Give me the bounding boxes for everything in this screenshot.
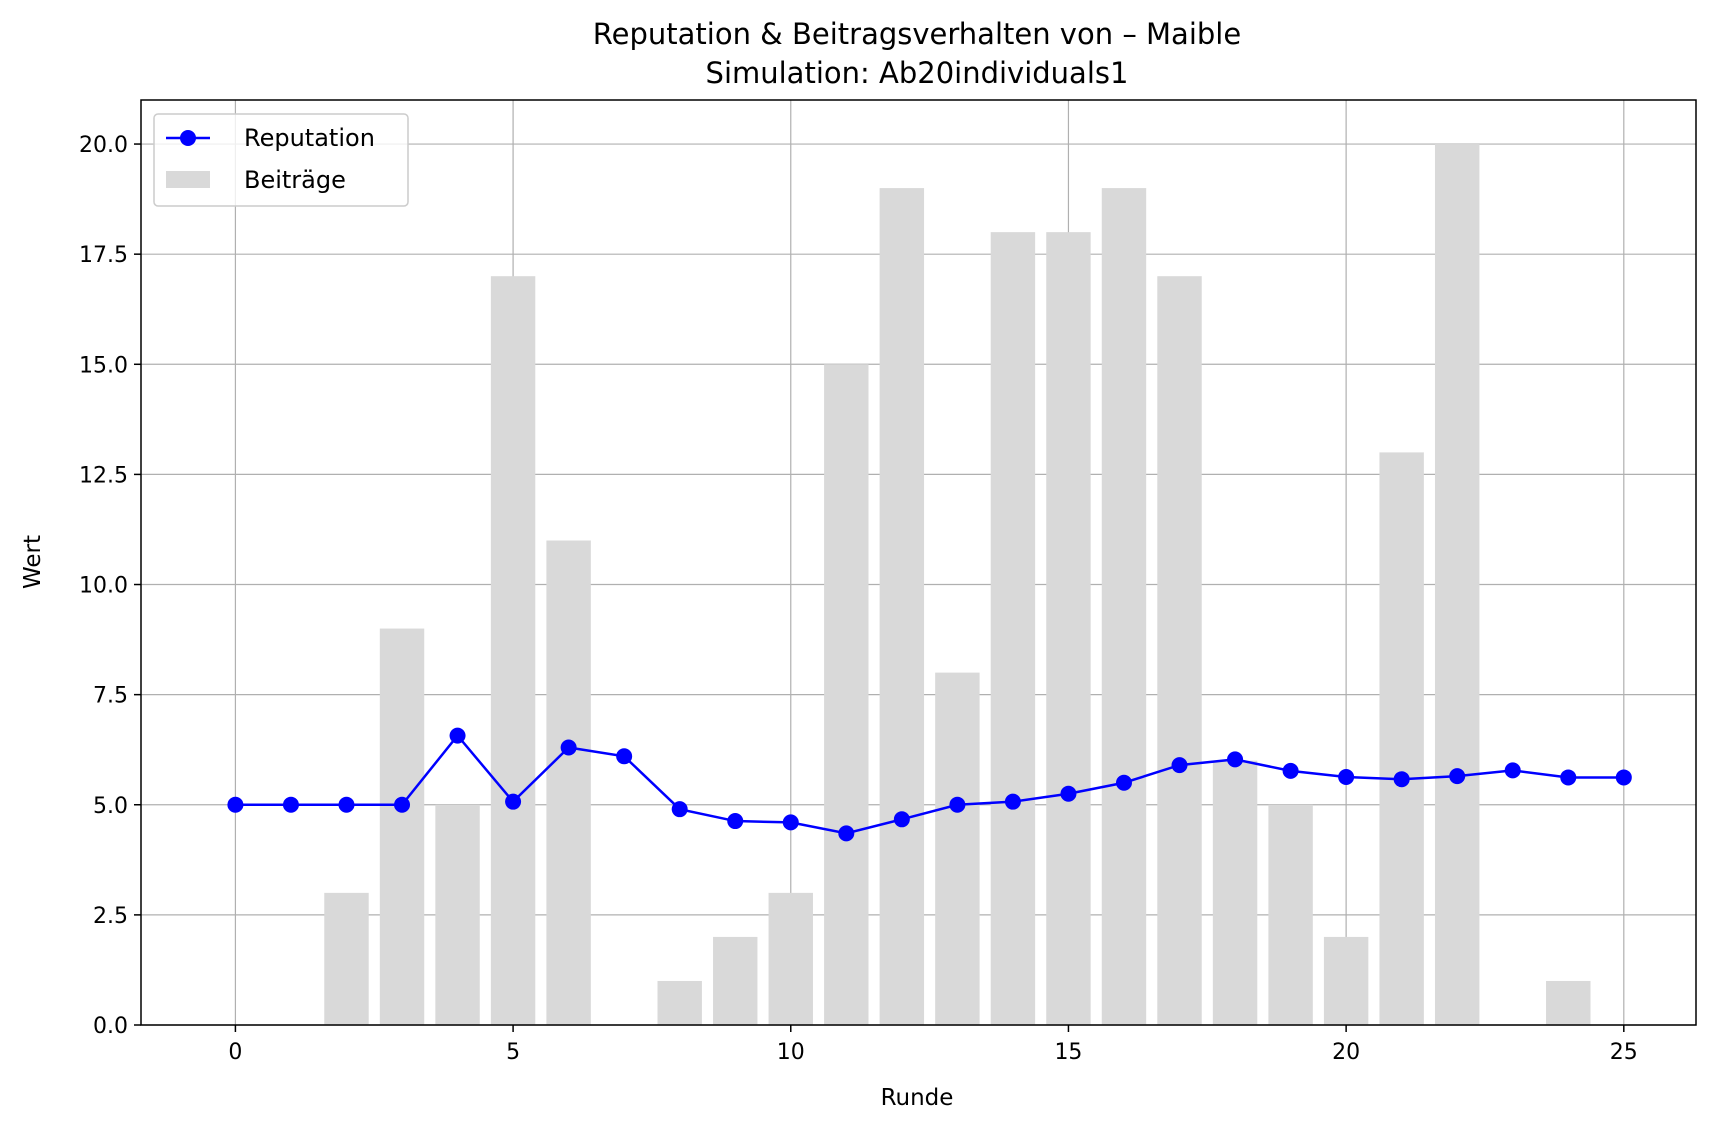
reputation-point	[1449, 768, 1466, 785]
reputation-point	[1338, 769, 1355, 786]
tick-labels: 0 5 10 15 20 25 0.0 2.5 5.0 7.5 10.0 12.5 15.0 17.5 20…	[79, 133, 1638, 1065]
bar	[1046, 232, 1091, 1026]
reputation-point	[671, 801, 688, 818]
axes	[134, 99, 1697, 1032]
reputation-point	[838, 825, 855, 842]
reputation-point	[1227, 751, 1244, 768]
x-axis-label: Runde	[881, 1085, 954, 1111]
legend-label-reputation: Reputation	[244, 124, 375, 152]
reputation-point	[1115, 774, 1132, 791]
bar	[1268, 804, 1313, 1025]
line-series-reputation	[227, 727, 1632, 842]
legend-marker-swatch	[180, 130, 196, 146]
plot-frame	[140, 99, 1697, 1026]
reputation-point	[1171, 757, 1188, 774]
bar	[379, 628, 425, 1025]
legend-label-beitraege: Beiträge	[244, 166, 346, 194]
reputation-point	[1504, 762, 1521, 779]
bar	[1546, 980, 1591, 1025]
x-tick-label: 10	[777, 1040, 805, 1065]
reputation-point	[282, 796, 299, 813]
legend-bar-swatch	[166, 171, 210, 188]
y-tick-label: 20.0	[79, 133, 128, 158]
bar	[490, 276, 536, 1025]
bar	[713, 936, 758, 1025]
bar	[657, 980, 702, 1025]
legend-box	[153, 113, 409, 207]
bar	[935, 672, 980, 1025]
bar	[1212, 760, 1258, 1025]
bar	[1101, 188, 1147, 1026]
bar	[546, 540, 591, 1025]
y-tick-label: 7.5	[93, 684, 128, 709]
x-tick-label: 15	[1054, 1040, 1082, 1065]
reputation-point	[616, 748, 633, 765]
bar	[324, 892, 369, 1025]
legend: Reputation Beiträge	[153, 113, 409, 207]
reputation-point	[727, 813, 744, 830]
reputation-line	[235, 733, 1624, 835]
reputation-point	[560, 739, 577, 756]
bar-series-beitraege	[324, 144, 1591, 1026]
reputation-point	[227, 796, 244, 813]
reputation-point	[1282, 762, 1299, 779]
reputation-point	[949, 796, 966, 813]
reputation-point	[505, 793, 522, 810]
chart-subtitle: Simulation: Ab20individuals1	[706, 56, 1129, 90]
reputation-point	[1615, 769, 1632, 786]
reputation-point	[449, 727, 466, 744]
y-tick-label: 5.0	[93, 794, 128, 819]
reputation-point	[1393, 771, 1410, 788]
y-axis-label: Wert	[20, 535, 46, 589]
y-tick-label: 2.5	[93, 904, 128, 929]
reputation-point	[1004, 793, 1021, 810]
x-tick-label: 5	[506, 1040, 520, 1065]
reputation-point	[1560, 769, 1577, 786]
bar	[879, 188, 925, 1026]
y-tick-label: 12.5	[79, 463, 128, 488]
bar	[1323, 936, 1369, 1025]
x-tick-label: 20	[1332, 1040, 1360, 1065]
reputation-point	[394, 796, 411, 813]
reputation-point	[893, 811, 910, 828]
y-tick-label: 15.0	[79, 353, 128, 378]
bar	[824, 364, 869, 1025]
x-tick-label: 25	[1610, 1040, 1638, 1065]
bar	[435, 804, 480, 1025]
reputation-point	[782, 814, 799, 831]
chart-title: Reputation & Beitragsverhalten von – Mai…	[593, 17, 1241, 51]
y-tick-label: 0.0	[93, 1014, 128, 1039]
bar	[1434, 144, 1480, 1026]
reputation-point	[1060, 785, 1077, 802]
reputation-point	[338, 796, 355, 813]
y-tick-label: 10.0	[79, 574, 128, 599]
bar	[768, 892, 813, 1025]
bar	[1379, 452, 1424, 1025]
y-tick-label: 17.5	[79, 243, 128, 268]
x-tick-label: 0	[228, 1040, 242, 1065]
bar	[990, 232, 1036, 1026]
bar	[1157, 276, 1202, 1025]
